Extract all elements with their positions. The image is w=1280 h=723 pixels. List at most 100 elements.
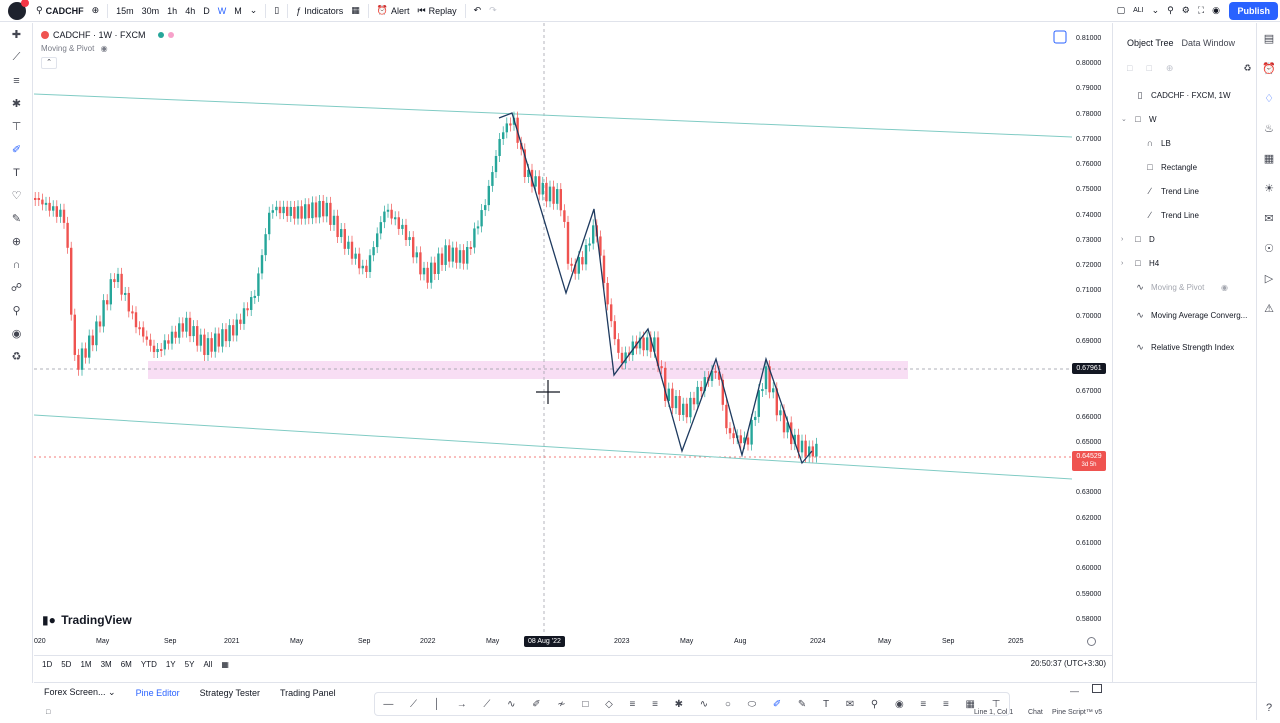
indicators-button[interactable]: ƒ Indicators xyxy=(292,0,347,22)
auto-scale-icon[interactable] xyxy=(1087,637,1096,646)
signals-icon[interactable]: ▷ xyxy=(1264,272,1274,285)
heart-icon[interactable]: ♡ xyxy=(11,190,22,202)
fib-channel-icon[interactable]: ≡ xyxy=(652,698,658,710)
lock-icon[interactable]: ⚲ xyxy=(12,305,21,317)
legend-indicator[interactable]: Moving & Pivot ◉ xyxy=(41,44,174,53)
magnet-tool-icon[interactable]: ∩ xyxy=(12,258,21,271)
eye-icon[interactable]: ◉ xyxy=(11,328,22,340)
tree-row[interactable]: ∩ LB xyxy=(1113,131,1256,155)
remove-all-icon[interactable]: ♻ xyxy=(1243,63,1252,73)
user-chevron[interactable]: ⌄ xyxy=(1148,0,1164,22)
tree-row[interactable]: › □ D xyxy=(1113,227,1256,251)
chevron-right-icon[interactable]: › xyxy=(1121,259,1124,267)
range-all[interactable]: All xyxy=(203,660,213,669)
add-symbol-button[interactable]: ⊕ xyxy=(88,0,104,22)
trend-line-icon[interactable]: ⟋ xyxy=(410,698,418,710)
range-1d[interactable]: 1D xyxy=(42,660,53,669)
tab-data-window[interactable]: Data Window xyxy=(1181,38,1236,48)
range-3m[interactable]: 3M xyxy=(100,660,112,669)
eye-hidden-icon[interactable]: ◉ xyxy=(100,44,108,53)
tree-symbol-row[interactable]: ▯ CADCHF · FXCM, 1W xyxy=(1113,83,1256,107)
interval-d[interactable]: D xyxy=(203,5,210,16)
interval-w[interactable]: W xyxy=(217,5,227,16)
collapse-panel-button[interactable]: — xyxy=(1070,686,1079,696)
circle-icon[interactable]: ○ xyxy=(724,698,731,710)
date-range-icon[interactable]: ≡ xyxy=(920,698,927,710)
console-icon[interactable]: □ xyxy=(46,709,51,716)
range-1m[interactable]: 1M xyxy=(80,660,92,669)
tree-row[interactable]: ∿ Moving Average Converg... xyxy=(1113,299,1256,331)
fullscreen-button[interactable]: ⛶ xyxy=(1194,0,1208,22)
pattern-icon[interactable]: ∿ xyxy=(507,698,516,710)
rotated-rectangle-icon[interactable]: ◇ xyxy=(605,698,613,710)
interval-30m[interactable]: 30m xyxy=(141,5,160,16)
replay-button[interactable]: ⏮ Replay xyxy=(414,0,461,22)
help-icon[interactable]: ? xyxy=(1265,702,1273,714)
range-5y[interactable]: 5Y xyxy=(184,660,195,669)
screenshot-button[interactable]: ◉ xyxy=(1208,0,1224,22)
trend-line-tool-icon[interactable]: ⟋ xyxy=(12,51,21,63)
group-icon[interactable]: ⊕ xyxy=(1165,63,1174,73)
tree-row[interactable]: ∿ Relative Strength Index xyxy=(1113,331,1256,363)
position-icon[interactable]: ≡ xyxy=(942,698,949,710)
redo-button[interactable]: ↷ xyxy=(485,0,501,22)
object-tree-icon[interactable]: ♢ xyxy=(1264,92,1274,105)
chart-type-button[interactable]: ▯ xyxy=(270,0,283,22)
interval-m[interactable]: M xyxy=(234,5,242,16)
chevron-right-icon[interactable]: › xyxy=(1121,235,1124,243)
rectangle-icon[interactable]: □ xyxy=(582,698,589,710)
time-axis[interactable]: 020 May Sep 2021 May Sep 2022 May 2023 May Aug 2024… xyxy=(34,633,1106,653)
utc-clock[interactable]: 20:50:37 (UTC+3:30) xyxy=(1030,659,1106,668)
fib-icon[interactable]: ≡ xyxy=(629,698,636,710)
lock-drawing-icon[interactable]: ☍ xyxy=(10,282,23,294)
watchlist-icon[interactable]: ▤ xyxy=(1263,32,1275,45)
chat-link[interactable]: Chat xyxy=(1028,709,1043,716)
bottom-tab-0[interactable]: Forex Screen... ⌄ xyxy=(44,687,116,697)
price-range-icon[interactable]: ◉ xyxy=(894,698,904,710)
user-menu[interactable]: ALI xyxy=(1129,0,1148,22)
range-ytd[interactable]: YTD xyxy=(140,660,157,669)
price-chart[interactable] xyxy=(34,23,1072,633)
brush-tool-icon[interactable]: ✐ xyxy=(11,144,22,156)
chat-icon[interactable]: ✉ xyxy=(1264,212,1274,225)
forecast-icon[interactable]: ▦ xyxy=(965,698,975,710)
measure-icon[interactable]: ⊤ xyxy=(991,698,1001,710)
eraser-icon[interactable]: ✎ xyxy=(797,698,807,710)
ellipse-icon[interactable]: ⬭ xyxy=(747,698,757,710)
text-tool-icon[interactable]: T xyxy=(13,166,20,179)
curve-icon[interactable]: ≁ xyxy=(557,698,566,710)
calendar-icon[interactable]: ▦ xyxy=(1263,152,1275,165)
tree-row[interactable]: □ Rectangle xyxy=(1113,155,1256,179)
xabcd-icon[interactable]: ✱ xyxy=(674,698,684,710)
streams-icon[interactable]: ☉ xyxy=(1264,242,1274,255)
range-6m[interactable]: 6M xyxy=(120,660,132,669)
interval-1h[interactable]: 1h xyxy=(167,5,178,16)
projection-tool-icon[interactable]: ⊤ xyxy=(11,121,22,133)
chart-legend[interactable]: CADCHF · 1W · FXCM Moving & Pivot ◉ ⌃ xyxy=(41,30,174,69)
interval-4h[interactable]: 4h xyxy=(185,5,196,16)
tree-row[interactable]: ∕ Trend Line xyxy=(1113,203,1256,227)
hotlist-icon[interactable]: ♨ xyxy=(1264,122,1274,135)
maximize-panel-button[interactable] xyxy=(1092,684,1102,693)
ideas-icon[interactable]: ☀ xyxy=(1264,182,1274,195)
chart-pane[interactable] xyxy=(34,23,1106,633)
fib-tool-icon[interactable]: ≡ xyxy=(13,74,20,87)
interval-15m[interactable]: 15m xyxy=(116,5,134,16)
alert-button[interactable]: ⏰ Alert xyxy=(373,0,414,22)
ray-icon[interactable]: → xyxy=(456,698,467,710)
publish-button[interactable]: Publish xyxy=(1229,2,1278,20)
user-avatar[interactable] xyxy=(8,0,29,20)
text-icon[interactable]: T xyxy=(823,698,830,710)
parallel-channel-icon[interactable]: ⟋ xyxy=(483,698,491,710)
vertical-line-icon[interactable]: │ xyxy=(433,698,440,710)
duplicate-icon[interactable]: □ xyxy=(1127,63,1133,73)
tree-row[interactable]: ∕ Trend Line xyxy=(1113,179,1256,203)
trash-icon[interactable]: ♻ xyxy=(11,351,22,363)
alerts-icon[interactable]: ⏰ xyxy=(1262,62,1276,75)
bottom-tab-3[interactable]: Trading Panel xyxy=(279,687,336,698)
symbol-search[interactable]: ⚲ CADCHF xyxy=(32,0,88,22)
copy-icon[interactable]: □ xyxy=(1146,63,1152,73)
interval-dropdown[interactable]: ⌄ xyxy=(246,0,262,22)
layout-toggle-button[interactable]: ▢ xyxy=(1113,0,1130,22)
eye-hidden-icon[interactable]: ◉ xyxy=(1221,282,1228,292)
